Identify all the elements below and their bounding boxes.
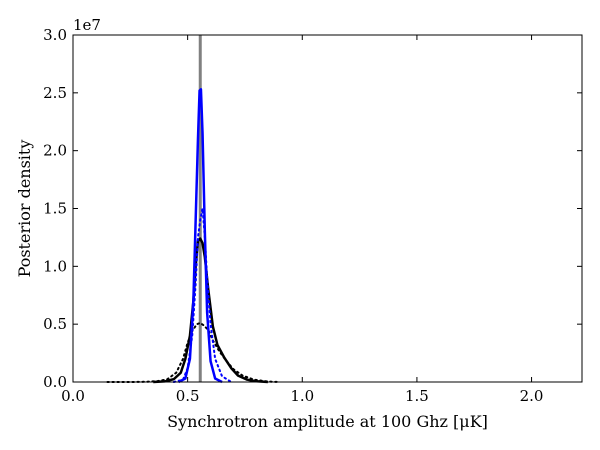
y-tick-label: 3.0	[43, 26, 67, 44]
y-axis-label: Posterior density	[15, 140, 34, 278]
series-layer	[106, 35, 281, 384]
y-offset-label: 1e7	[73, 16, 101, 34]
y-tick-label: 1.0	[43, 257, 67, 275]
x-tick-label: 2.0	[520, 387, 544, 405]
y-tick-label: 2.0	[43, 142, 67, 160]
tick-layer: 0.0 0.5 1.0 1.5 2.0 0.0 0.5 1.0 1.5 2.0 2.5 3.0	[43, 26, 582, 405]
x-tick-label: 1.0	[290, 387, 314, 405]
plot-frame	[72, 34, 583, 383]
series-line-1	[106, 322, 281, 383]
series-line-4	[177, 88, 223, 384]
y-tick-label: 2.5	[43, 84, 67, 102]
x-axis-label: Synchrotron amplitude at 100 Ghz [μK]	[167, 412, 488, 431]
y-tick-label: 0.5	[43, 315, 67, 333]
x-tick-label: 0.0	[61, 387, 85, 405]
series-line-2	[153, 237, 268, 384]
x-tick-label: 0.5	[176, 387, 200, 405]
y-tick-label: 0.0	[43, 373, 67, 391]
x-tick-label: 1.5	[405, 387, 429, 405]
y-tick-label: 1.5	[43, 200, 67, 218]
